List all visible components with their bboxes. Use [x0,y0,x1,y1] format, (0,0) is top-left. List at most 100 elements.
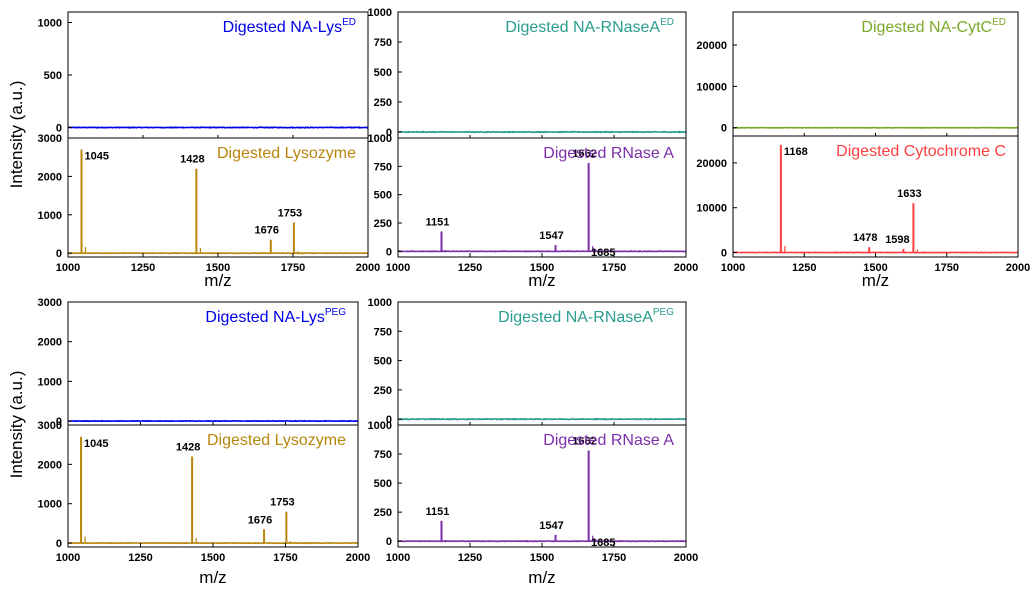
x-tick-label-2-4: 2000 [1006,262,1030,274]
y-tick-label-1-1-4: 1000 [368,133,392,145]
y-tick-label-1-1-1: 250 [374,218,392,230]
peak-label-4-1-1: 1547 [539,520,563,532]
y-tick-label-4-1-0: 0 [386,536,392,548]
y-axis-label-3: Intensity (a.u.) [7,371,26,479]
y-tick-label-4-1-1: 250 [374,507,392,519]
peak-label-0-1-3: 1753 [278,207,302,219]
peak-label-2-1-0: 1168 [784,146,808,158]
panel-3-0: 0 1000 2000 3000 Digested NA-LysPEG [38,297,359,428]
x-axis-label-1: m/z [528,271,555,290]
x-tick-label-1-3: 1750 [602,262,626,274]
x-tick-label-4-1: 1250 [458,552,482,564]
spectrum-trace-4-1 [397,539,687,543]
y-tick-label-3-0-3: 3000 [38,297,62,309]
panel-title-2-1: Digested Cytochrome C [836,143,1006,160]
x-tick-label-3-3: 1750 [273,552,297,564]
x-tick-label-3-4: 2000 [346,552,370,564]
x-tick-label-4-3: 1750 [602,552,626,564]
y-tick-label-3-0-2: 2000 [38,337,62,349]
x-tick-label-0-3: 1750 [281,262,305,274]
panel-title-2-0: Digested NA-CytCED [861,17,1006,36]
panel-0-0: 0 500 1000 Digested NA-LysED [38,11,369,139]
peak-label-2-1-2: 1598 [885,234,909,246]
panel-1-0: 0 250 500 750 1000 Digested NA-RNaseAED [368,7,687,139]
y-tick-label-4-0-0: 0 [386,414,392,426]
panel-4-0: 0 250 500 750 1000 Digested NA-RNaseAPEG [368,297,687,426]
y-tick-label-3-1-3: 3000 [38,420,62,432]
panel-1-1: 1151 1547 1662 1685 0 250 500 750 1000 1000 1250 15… [368,133,699,274]
peak-label-1-1-3: 1685 [591,247,615,259]
peak-label-4-1-0: 1151 [426,506,450,518]
spectrum-trace-2-1 [732,251,1018,254]
x-tick-label-2-2: 1500 [863,262,887,274]
x-tick-label-2-0: 1000 [721,262,745,274]
x-tick-label-3-0: 1000 [56,552,80,564]
x-axis-label-2: m/z [862,271,889,290]
x-tick-label-1-4: 2000 [674,262,698,274]
x-axis-label-0: m/z [204,271,231,290]
panel-title-3-0: Digested NA-LysPEG [205,307,346,326]
y-tick-label-0-0-0: 0 [56,123,62,135]
y-tick-label-0-1-3: 3000 [38,133,62,145]
panel-0-1: 1045 1428 1676 1753 0 1000 2000 3000 1000 1250 150… [38,133,381,274]
y-tick-label-0-1-2: 2000 [38,171,62,183]
x-tick-label-0-4: 2000 [356,262,380,274]
y-axis-label-0: Intensity (a.u.) [7,81,26,189]
panel-title-0-1: Digested Lysozyme [217,145,356,162]
y-tick-label-1-1-2: 500 [374,190,392,202]
spectrum-trace-0-0 [67,126,369,129]
y-tick-label-2-0-1: 10000 [696,81,727,93]
y-tick-label-1-0-2: 500 [374,67,392,79]
y-tick-label-1-0-1: 250 [374,97,392,109]
peak-label-0-1-2: 1676 [255,225,279,237]
peak-label-0-1-1: 1428 [180,154,204,166]
panel-title-1-1: Digested RNase A [543,145,674,162]
x-tick-label-2-1: 1250 [792,262,816,274]
x-axis-label-4: m/z [528,568,555,587]
y-tick-label-3-0-0: 0 [56,416,62,428]
x-tick-label-0-1: 1250 [131,262,155,274]
y-tick-label-0-0-2: 1000 [38,18,62,30]
y-tick-label-0-1-1: 1000 [38,210,62,222]
y-tick-label-1-1-0: 0 [386,246,392,258]
peak-label-1-1-2: 1662 [572,148,596,160]
peak-label-4-1-2: 1662 [572,436,596,448]
spectrum-trace-4-0 [397,417,687,421]
peak-label-3-1-2: 1676 [248,514,272,526]
y-tick-label-4-0-1: 250 [374,385,392,397]
peak-label-1-1-1: 1547 [539,230,563,242]
spectrum-trace-3-0 [68,419,359,423]
panel-4-1: 1151 1547 1662 1685 0 250 500 750 1000 1000 1250 15… [368,420,699,564]
y-tick-label-4-0-3: 750 [374,326,392,338]
x-tick-label-3-2: 1500 [201,552,225,564]
y-tick-label-4-1-2: 500 [374,478,392,490]
x-tick-label-1-1: 1250 [458,262,482,274]
x-tick-label-4-2: 1500 [530,552,554,564]
y-tick-label-2-1-1: 10000 [696,203,727,215]
y-tick-label-1-0-3: 750 [374,37,392,49]
y-tick-label-2-0-0: 0 [721,123,727,135]
x-tick-label-3-1: 1250 [128,552,152,564]
x-tick-label-4-4: 2000 [674,552,698,564]
y-tick-label-4-1-3: 750 [374,449,392,461]
peak-label-2-1-3: 1633 [897,188,921,200]
y-tick-label-1-0-0: 0 [386,127,392,139]
peak-label-1-1-0: 1151 [426,217,450,229]
x-tick-label-4-0: 1000 [386,552,410,564]
y-tick-label-2-1-2: 20000 [696,158,727,170]
y-tick-label-4-0-2: 500 [374,356,392,368]
y-tick-label-2-1-0: 0 [721,248,727,260]
peak-label-3-1-1: 1428 [176,441,200,453]
peak-label-3-1-0: 1045 [84,438,108,450]
x-tick-label-1-2: 1500 [530,262,554,274]
panel-title-3-1: Digested Lysozyme [207,432,346,449]
panel-2-0: 0 10000 20000 Digested NA-CytCED [696,11,1019,137]
x-tick-label-2-3: 1750 [935,262,959,274]
y-tick-label-3-1-1: 1000 [38,499,62,511]
x-tick-label-0-0: 1000 [56,262,80,274]
panel-3-1: 1045 1428 1676 1753 0 1000 2000 3000 1000 1250 150… [38,420,371,564]
panel-2-1: 1168 1478 1598 1633 0 10000 20000 1000 1250 1500 1… [696,135,1030,274]
x-axis-label-3: m/z [199,568,226,587]
panel-title-0-0: Digested NA-LysED [223,17,356,36]
